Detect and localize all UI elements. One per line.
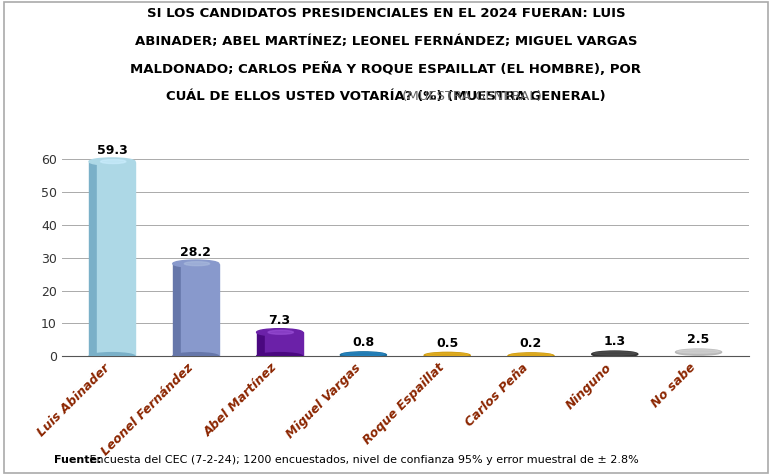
Ellipse shape [676, 349, 722, 355]
Polygon shape [97, 162, 135, 356]
Ellipse shape [591, 351, 638, 357]
Text: CUÁL DE ELLOS USTED VOTARÍA? (%) (MUESTRA GENERAL): CUÁL DE ELLOS USTED VOTARÍA? (%) (MUESTR… [166, 90, 606, 103]
Ellipse shape [268, 330, 293, 334]
Ellipse shape [256, 329, 303, 336]
Text: 1.3: 1.3 [604, 335, 626, 348]
Text: 59.3: 59.3 [96, 143, 127, 157]
Ellipse shape [424, 352, 470, 359]
Ellipse shape [340, 352, 387, 358]
Ellipse shape [342, 352, 384, 356]
Ellipse shape [426, 353, 469, 357]
Text: 0.5: 0.5 [436, 336, 459, 350]
Ellipse shape [100, 160, 126, 163]
Ellipse shape [185, 262, 210, 266]
Text: 28.2: 28.2 [181, 246, 212, 259]
Ellipse shape [89, 352, 135, 360]
Polygon shape [256, 332, 265, 356]
Text: 7.3: 7.3 [269, 314, 291, 327]
Ellipse shape [89, 158, 135, 165]
Text: MALDONADO; CARLOS PEÑA Y ROQUE ESPAILLAT (EL HOMBRE), POR: MALDONADO; CARLOS PEÑA Y ROQUE ESPAILLAT… [130, 62, 642, 76]
Text: SI LOS CANDIDATOS PRESIDENCIALES EN EL 2024 FUERAN: LUIS: SI LOS CANDIDATOS PRESIDENCIALES EN EL 2… [147, 7, 625, 20]
Text: Encuesta del CEC (7-2-24); 1200 encuestados, nivel de confianza 95% y error mues: Encuesta del CEC (7-2-24); 1200 encuesta… [86, 455, 639, 465]
Text: 0.8: 0.8 [352, 336, 374, 349]
Polygon shape [181, 264, 219, 356]
Polygon shape [89, 162, 97, 356]
Ellipse shape [173, 260, 219, 267]
Text: (MUESTRA GENERAL): (MUESTRA GENERAL) [398, 90, 542, 103]
Ellipse shape [508, 353, 554, 359]
Text: 0.2: 0.2 [520, 337, 542, 350]
Polygon shape [265, 332, 303, 356]
Ellipse shape [173, 352, 219, 360]
Text: ABINADER; ABEL MARTÍNEZ; LEONEL FERNÁNDEZ; MIGUEL VARGAS: ABINADER; ABEL MARTÍNEZ; LEONEL FERNÁNDE… [135, 35, 637, 48]
Ellipse shape [256, 352, 303, 360]
Ellipse shape [677, 350, 720, 353]
Text: 2.5: 2.5 [687, 333, 709, 346]
Ellipse shape [594, 352, 636, 355]
Polygon shape [173, 264, 181, 356]
Ellipse shape [510, 353, 552, 357]
Text: Fuente:: Fuente: [54, 455, 102, 465]
